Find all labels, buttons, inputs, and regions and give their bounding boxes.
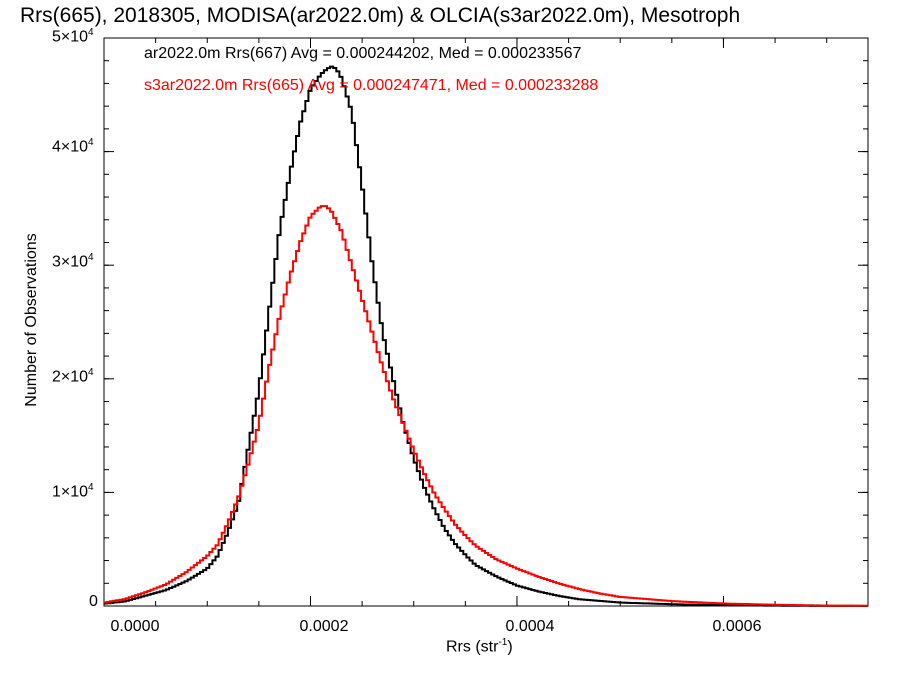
y-tick-label-3-text: 3×10 xyxy=(52,253,89,271)
plot-frame xyxy=(103,37,869,607)
y-tick-label-1-text: 1×10 xyxy=(52,483,89,501)
series-line-2 xyxy=(104,205,868,607)
x-axis-label-sup: -1 xyxy=(498,637,508,648)
legend-entry-series-1: ar2022.0m Rrs(667) Avg = 0.000244202, Me… xyxy=(144,45,582,62)
y-axis-label: Number of Observations xyxy=(23,233,40,407)
y-tick-label-2-text: 2×10 xyxy=(52,368,89,386)
x-tick-label-0: 0.0000 xyxy=(110,618,160,635)
legend-entry-series-2: s3ar2022.0m Rrs(665) Avg = 0.000247471, … xyxy=(144,77,599,94)
y-tick-label-0-text: 0 xyxy=(89,593,98,610)
y-tick-label-4: 4×104 xyxy=(52,137,94,156)
y-tick-label-4-text: 4×10 xyxy=(52,138,89,156)
x-axis-label-tail: ) xyxy=(507,638,513,656)
y-tick-label-3: 3×104 xyxy=(52,252,94,271)
series-group xyxy=(104,65,868,607)
series-line-1 xyxy=(104,65,868,607)
y-tick-label-4-exp: 4 xyxy=(88,137,94,148)
y-tick-label-3-exp: 4 xyxy=(88,252,94,263)
x-tick-label-3: 0.0006 xyxy=(712,618,762,635)
y-tick-label-5-exp: 4 xyxy=(88,27,94,38)
y-tick-label-5-text: 5×10 xyxy=(52,28,89,46)
y-tick-label-2-exp: 4 xyxy=(88,367,94,378)
y-tick-label-1-exp: 4 xyxy=(88,482,94,493)
x-tick-label-1: 0.0002 xyxy=(299,618,349,635)
axis-ticks xyxy=(103,37,868,607)
y-tick-label-1: 1×104 xyxy=(52,482,94,501)
y-tick-label-0: 0 xyxy=(89,593,98,611)
y-tick-label-2: 2×104 xyxy=(52,367,94,386)
x-axis-label-base: Rrs (str xyxy=(446,638,499,656)
y-tick-label-5: 5×104 xyxy=(52,27,94,46)
x-axis-label: Rrs (str-1) xyxy=(446,637,513,656)
x-tick-label-2: 0.0004 xyxy=(505,618,555,635)
chart-title: Rrs(665), 2018305, MODISA(ar2022.0m) & O… xyxy=(20,4,741,27)
